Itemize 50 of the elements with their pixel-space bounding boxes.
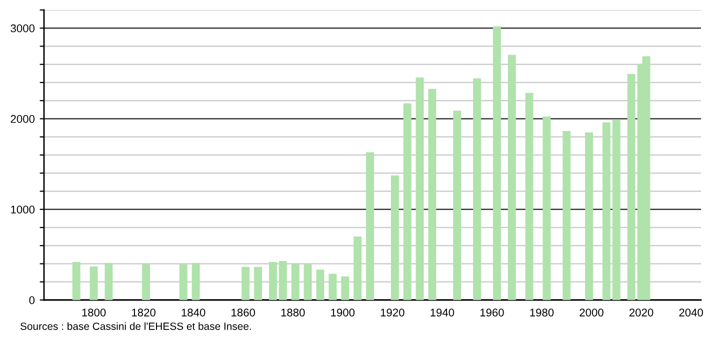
- bar: [304, 264, 312, 300]
- x-tick-label: 1880: [281, 308, 305, 316]
- bar: [428, 88, 436, 300]
- bar: [453, 110, 462, 300]
- bar: [90, 266, 98, 300]
- x-tick-label: 1920: [380, 308, 404, 316]
- bar: [602, 122, 610, 300]
- bar: [366, 152, 374, 300]
- x-tick-label: 1820: [132, 308, 156, 316]
- x-tick-label: 1980: [530, 308, 554, 316]
- bar: [542, 116, 551, 300]
- bar: [585, 132, 593, 300]
- bar: [254, 266, 262, 300]
- x-tick-label: 2040: [679, 308, 703, 316]
- bar: [341, 276, 350, 300]
- bar: [354, 236, 362, 300]
- x-tick-label: 1940: [430, 308, 454, 316]
- bar: [403, 103, 412, 300]
- y-tick-label: 3000: [10, 24, 35, 32]
- bar: [390, 175, 399, 300]
- bar: [316, 270, 324, 300]
- bar: [104, 262, 113, 300]
- bar: [508, 54, 516, 300]
- source-note: Sources : base Cassini de l'EHESS et base Insee.: [20, 322, 251, 330]
- x-tick-label: 1840: [182, 308, 206, 316]
- x-tick-label: 2020: [629, 308, 654, 316]
- y-tick-label: 0: [29, 296, 35, 304]
- bar: [562, 130, 571, 300]
- bar: [416, 78, 424, 300]
- bar: [291, 264, 300, 300]
- bar: [627, 74, 636, 300]
- y-tick-label: 2000: [10, 115, 35, 123]
- bar: [72, 262, 80, 300]
- x-tick-label: 1860: [232, 308, 256, 316]
- bar: [328, 274, 337, 300]
- x-tick-label: 2000: [580, 308, 604, 316]
- bar: [242, 266, 250, 300]
- bar: [492, 26, 501, 300]
- bar: [473, 78, 482, 300]
- bar: [612, 119, 620, 300]
- bar: [142, 264, 150, 300]
- bar: [268, 262, 277, 300]
- bar: [192, 262, 200, 300]
- bar: [179, 264, 188, 300]
- bar: [278, 261, 287, 300]
- bar: [525, 92, 534, 300]
- x-tick-label: 1960: [480, 308, 504, 316]
- x-tick-label: 1800: [82, 308, 106, 316]
- y-tick-label: 1000: [11, 206, 35, 214]
- x-tick-label: 1900: [331, 308, 355, 316]
